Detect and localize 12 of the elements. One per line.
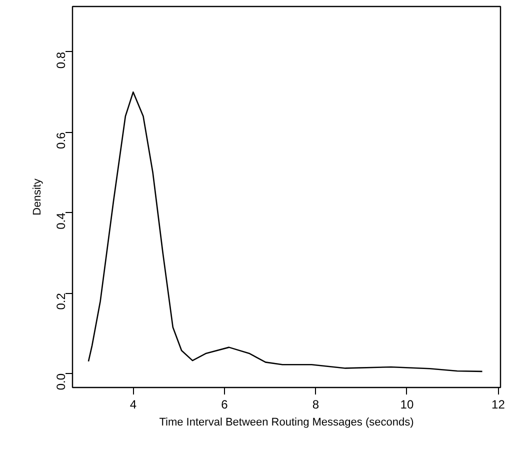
- x-tick-label: 10: [400, 398, 414, 412]
- y-tick-label: 0.0: [54, 373, 68, 390]
- y-tick-label: 0.4: [54, 212, 68, 230]
- y-tick-label: 0.8: [54, 52, 68, 69]
- y-axis-title: Density: [32, 178, 44, 216]
- x-axis-title: Time Interval Between Routing Messages (seconds): [159, 416, 414, 428]
- y-tick-label: 0.2: [54, 292, 68, 310]
- y-tick-label: 0.6: [54, 132, 68, 149]
- x-tick-label: 8: [312, 398, 320, 412]
- x-tick-label: 6: [221, 398, 228, 412]
- x-tick-label: 12: [492, 398, 506, 412]
- x-tick-label: 4: [130, 398, 137, 412]
